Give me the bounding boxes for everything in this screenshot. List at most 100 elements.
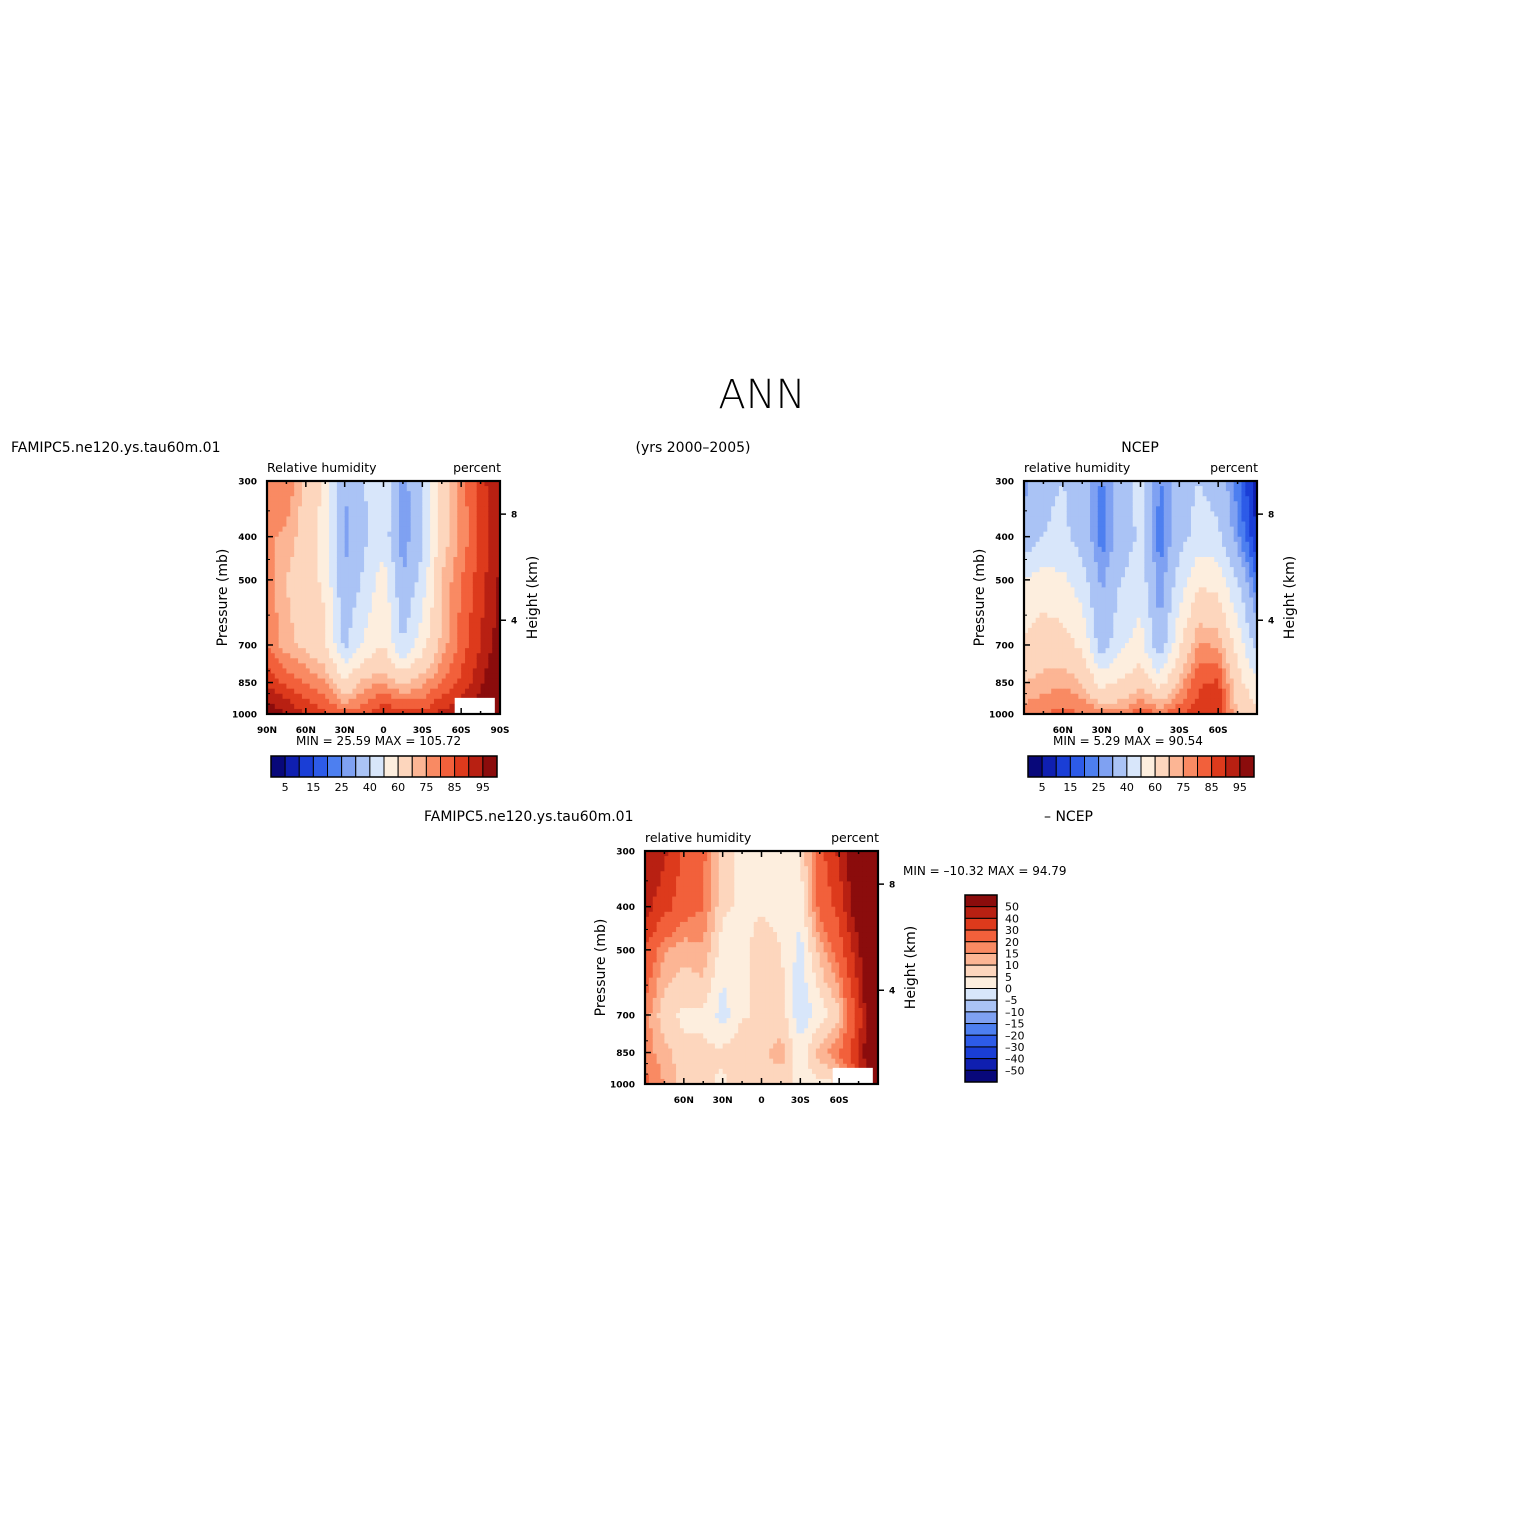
heatmap-cell xyxy=(1101,693,1107,700)
heatmap-cell xyxy=(1156,486,1161,492)
heatmap-cell xyxy=(294,582,299,588)
heatmap-cell xyxy=(1132,526,1138,533)
heatmap-cell xyxy=(329,562,334,568)
heatmap-cell xyxy=(1082,501,1087,507)
heatmap-cell xyxy=(375,607,381,614)
heatmap-cell xyxy=(375,582,381,588)
heatmap-cell xyxy=(1051,673,1056,680)
heatmap-cell xyxy=(1144,693,1149,700)
heatmap-cell xyxy=(1039,501,1045,507)
heatmap-cell xyxy=(1078,496,1083,502)
heatmap-cell xyxy=(317,556,322,563)
heatmap-cell xyxy=(426,653,431,659)
heatmap-cell xyxy=(1062,496,1068,502)
heatmap-cell xyxy=(488,587,493,594)
heatmap-cell xyxy=(1082,708,1087,715)
heatmap-cell xyxy=(430,643,435,649)
heatmap-cell xyxy=(278,541,284,548)
heatmap-cell xyxy=(1097,602,1103,609)
heatmap-cell xyxy=(1152,567,1157,573)
heatmap-cell xyxy=(1128,551,1134,558)
heatmap-cell xyxy=(414,501,420,507)
heatmap-cell xyxy=(402,551,408,558)
heatmap-cell xyxy=(1058,541,1064,548)
heatmap-cell xyxy=(1175,587,1180,594)
heatmap-cell xyxy=(1187,516,1192,523)
heatmap-cell xyxy=(1171,658,1177,664)
heatmap-cell xyxy=(270,617,276,624)
heatmap-cell xyxy=(1198,526,1204,533)
heatmap-cell xyxy=(1187,582,1192,588)
heatmap-cell xyxy=(313,693,319,700)
heatmap-cell xyxy=(1101,496,1107,502)
heatmap-cell xyxy=(441,663,447,670)
heatmap-cell xyxy=(325,556,330,563)
heatmap-cell xyxy=(441,693,447,700)
heatmap-cell xyxy=(1047,546,1052,553)
heatmap-cell xyxy=(298,592,303,599)
heatmap-cell xyxy=(472,481,478,487)
heatmap-cell xyxy=(1113,531,1118,538)
heatmap-cell xyxy=(1035,673,1041,680)
heatmap-cell xyxy=(379,653,385,659)
heatmap-cell xyxy=(1082,541,1087,548)
heatmap-cell xyxy=(383,486,388,492)
heatmap-cell xyxy=(1078,511,1083,518)
heatmap-cell xyxy=(1121,653,1126,659)
heatmap-cell xyxy=(1035,577,1041,583)
heatmap-cell xyxy=(433,526,439,533)
heatmap-cell xyxy=(449,496,454,502)
heatmap-cell xyxy=(1183,602,1188,609)
heatmap-cell xyxy=(445,496,451,502)
heatmap-cell xyxy=(1194,708,1200,715)
heatmap-cell xyxy=(465,607,470,614)
heatmap-cell xyxy=(270,572,276,578)
heatmap-cell xyxy=(1121,481,1126,487)
heatmap-cell xyxy=(336,673,342,680)
heatmap-cell xyxy=(1093,668,1099,675)
heatmap-cell xyxy=(364,592,369,599)
heatmap-cell xyxy=(375,592,381,599)
heatmap-cell xyxy=(461,592,466,599)
heatmap-cell xyxy=(488,643,493,649)
heatmap-cell xyxy=(1051,587,1056,594)
heatmap-cell xyxy=(441,698,447,705)
heatmap-cell xyxy=(492,506,497,512)
heatmap-cell xyxy=(453,673,458,680)
heatmap-cell xyxy=(1024,632,1029,639)
heatmap-cell xyxy=(1152,602,1157,609)
heatmap-cell xyxy=(329,602,334,609)
heatmap-cell xyxy=(286,511,291,518)
heatmap-cell xyxy=(422,506,427,512)
heatmap-cell xyxy=(391,541,396,548)
heatmap-cell xyxy=(274,481,280,487)
heatmap-cell xyxy=(1202,617,1208,624)
heatmap-cell xyxy=(317,612,322,619)
heatmap-cell xyxy=(321,511,326,518)
heatmap-cell xyxy=(1167,673,1173,680)
heatmap-cell xyxy=(1027,607,1033,614)
heatmap-cell xyxy=(356,693,361,700)
heatmap-cell xyxy=(282,708,288,715)
heatmap-cell xyxy=(402,592,408,599)
heatmap-cell xyxy=(1128,703,1134,710)
heatmap-cell xyxy=(1175,638,1180,644)
heatmap-cell xyxy=(395,688,400,695)
heatmap-cell xyxy=(1152,648,1157,654)
heatmap-cell xyxy=(1144,536,1149,543)
heatmap-cell xyxy=(1124,638,1130,644)
heatmap-cell xyxy=(1027,668,1033,675)
heatmap-cell xyxy=(399,693,404,700)
heatmap-cell xyxy=(1027,587,1033,594)
heatmap-cell xyxy=(387,643,392,649)
heatmap-cell xyxy=(1113,622,1118,629)
heatmap-cell xyxy=(445,693,451,700)
heatmap-cell xyxy=(441,572,447,578)
heatmap-cell xyxy=(1167,562,1173,568)
heatmap-cell xyxy=(1090,708,1095,715)
heatmap-cell xyxy=(395,531,400,538)
heatmap-cell xyxy=(1062,698,1068,705)
heatmap-cell xyxy=(356,516,361,523)
heatmap-cell xyxy=(465,648,470,654)
heatmap-cell xyxy=(1113,516,1118,523)
